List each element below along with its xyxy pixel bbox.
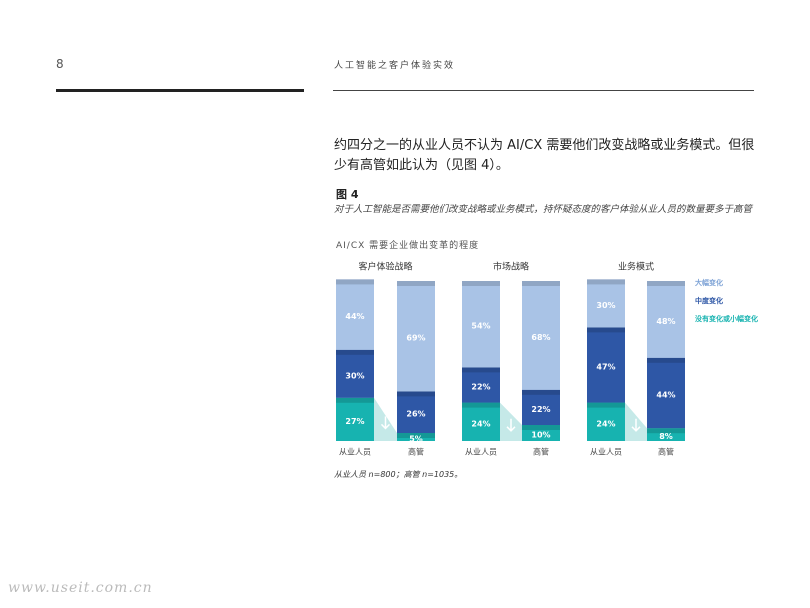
arrow-icon xyxy=(506,418,516,432)
rule xyxy=(333,90,754,91)
segment-cap xyxy=(462,281,500,286)
value-label: 8% xyxy=(659,432,673,441)
bar-segment xyxy=(336,397,374,441)
x-tick-label: 高管 xyxy=(658,447,674,457)
value-label: 22% xyxy=(471,383,490,392)
rule xyxy=(56,89,304,92)
segment-cap xyxy=(397,281,435,286)
legend-entry: 中度变化 xyxy=(695,296,723,305)
segment-cap xyxy=(462,402,500,408)
value-label: 30% xyxy=(596,301,615,310)
segment-cap xyxy=(336,349,374,355)
bar-segment xyxy=(587,402,625,441)
value-label: 44% xyxy=(345,312,364,321)
x-tick-label: 高管 xyxy=(408,447,424,457)
value-label: 30% xyxy=(345,371,364,380)
value-label: 27% xyxy=(345,417,364,426)
group-title: 业务模式 xyxy=(618,261,654,273)
x-tick-label: 从业人员 xyxy=(339,447,371,457)
legend-entry: 大幅变化 xyxy=(695,278,723,287)
group-title: 市场战略 xyxy=(493,261,529,273)
value-label: 10% xyxy=(531,431,550,440)
value-label: 68% xyxy=(531,333,550,342)
page-number: 8 xyxy=(56,57,64,71)
x-tick-label: 从业人员 xyxy=(590,447,622,457)
bar-segment xyxy=(462,367,500,403)
segment-cap xyxy=(647,281,685,286)
segment-cap xyxy=(397,391,435,397)
bar-segment xyxy=(522,389,560,425)
value-label: 26% xyxy=(406,410,425,419)
bar-segment xyxy=(587,279,625,328)
segment-cap xyxy=(336,397,374,403)
group-title: 客户体验战略 xyxy=(358,261,412,273)
x-tick-label: 从业人员 xyxy=(465,447,497,457)
segment-cap xyxy=(587,279,625,285)
bar-segment xyxy=(522,281,560,390)
value-label: 22% xyxy=(531,405,550,414)
segment-cap xyxy=(397,433,435,438)
arrow-icon xyxy=(380,416,391,430)
bar-segment xyxy=(336,349,374,398)
value-label: 44% xyxy=(656,391,675,400)
bar-segment xyxy=(336,279,374,350)
value-label: 24% xyxy=(471,419,490,428)
header: 人工智能之客户体验实效 xyxy=(334,61,456,71)
legend-entry: 没有变化或小幅变化 xyxy=(695,314,758,323)
arrow-icon xyxy=(631,418,641,432)
segment-cap xyxy=(522,389,560,395)
value-label: 5% xyxy=(409,435,423,444)
x-tick-label: 高管 xyxy=(533,447,549,457)
bar-segment xyxy=(397,281,435,392)
subtitle: AI/CX 需要企业做出变革的程度 xyxy=(336,241,480,251)
bar-segment xyxy=(647,357,685,429)
segment-cap xyxy=(647,357,685,363)
segment-cap xyxy=(587,402,625,408)
value-label: 24% xyxy=(596,419,615,428)
segment-cap xyxy=(522,281,560,286)
segment-cap xyxy=(647,428,685,434)
footnote: 从业人员 n=800；高管 n=1035。 xyxy=(334,470,463,479)
bar-segment xyxy=(462,281,500,368)
paragraph: 约四分之一的从业人员不认为 AI/CX 需要他们改变战略或业务模式。但很少有高管… xyxy=(334,138,755,173)
bar-segment xyxy=(397,391,435,433)
watermark: www.useit.com.cn xyxy=(8,580,153,596)
caption: 对于人工智能是否需要他们改变战略或业务模式，持怀疑态度的客户体验从业人员的数量要… xyxy=(334,204,753,215)
bar-segment xyxy=(587,327,625,403)
value-label: 54% xyxy=(471,322,490,331)
segment-cap xyxy=(587,327,625,333)
figure-label: 图 4 xyxy=(336,188,359,201)
bar-segment xyxy=(647,281,685,358)
value-label: 47% xyxy=(596,363,615,372)
segment-cap xyxy=(336,279,374,285)
bar-segment xyxy=(462,402,500,441)
value-label: 48% xyxy=(656,317,675,326)
segment-cap xyxy=(462,367,500,373)
value-label: 69% xyxy=(406,334,425,343)
segment-cap xyxy=(522,425,560,430)
